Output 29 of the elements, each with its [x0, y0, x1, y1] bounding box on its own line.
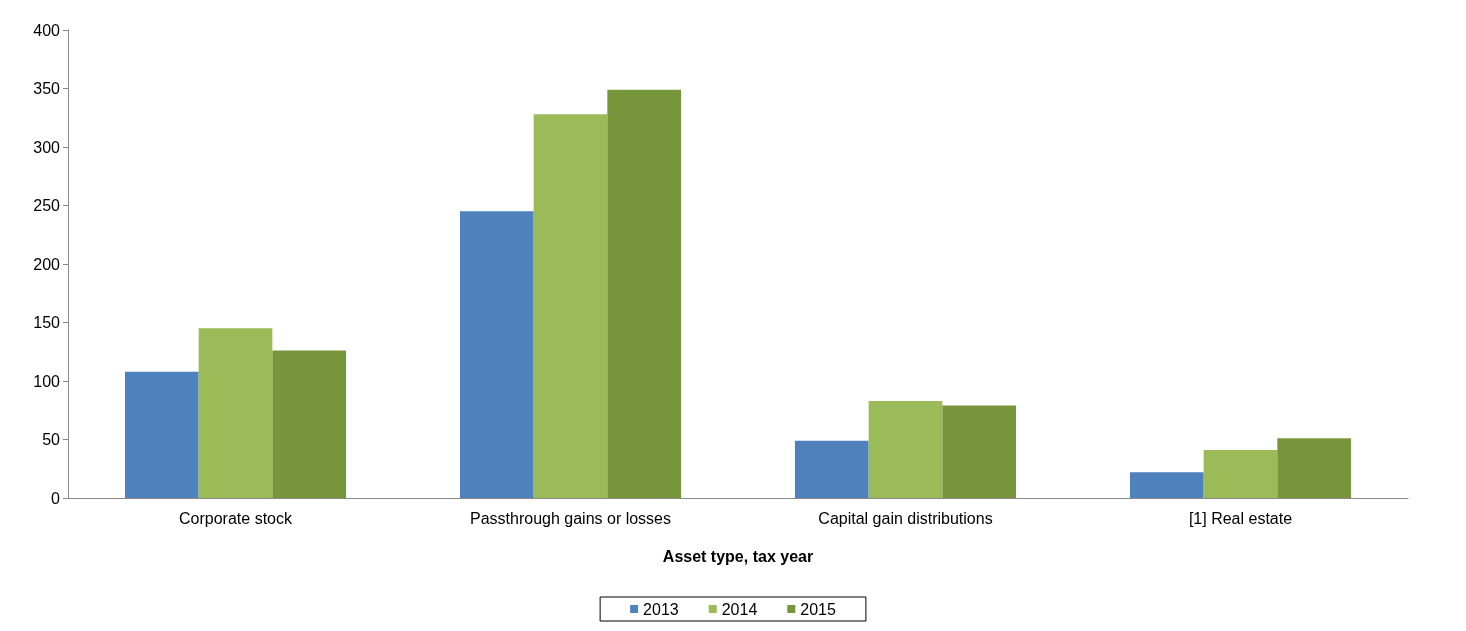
- bar: [868, 400, 943, 498]
- x-tick-label: [1] Real estate: [1188, 509, 1293, 527]
- x-axis-title: Asset type, tax year: [662, 547, 814, 565]
- bar: [607, 89, 682, 498]
- bar: [1129, 472, 1204, 498]
- y-tick-label: 350: [33, 80, 61, 97]
- bar: [942, 405, 1017, 498]
- y-tick-label: 400: [33, 21, 61, 39]
- y-tick-label: 200: [33, 255, 61, 273]
- y-tick-label: 50: [42, 431, 61, 448]
- bar: [198, 328, 273, 498]
- bar: [533, 114, 608, 498]
- y-tick-label: 300: [33, 138, 61, 156]
- bar: [124, 371, 199, 498]
- x-tick-label: Capital gain distributions: [818, 509, 993, 527]
- y-tick-label: 150: [33, 314, 61, 331]
- y-tick-label: 100: [33, 372, 61, 390]
- bar: [459, 211, 534, 498]
- x-tick-label: Passthrough gains or losses: [470, 509, 671, 527]
- y-tick-label: 250: [33, 197, 61, 214]
- legend-label: 2015: [800, 600, 836, 618]
- legend-label: 2014: [721, 600, 758, 618]
- bar: [272, 350, 347, 498]
- bar: [1203, 450, 1278, 498]
- y-tick-label: 0: [51, 489, 61, 507]
- bar: [794, 440, 869, 498]
- legend-label: 2013: [643, 600, 679, 618]
- x-tick-label: Corporate stock: [179, 509, 293, 527]
- bar: [1277, 438, 1352, 498]
